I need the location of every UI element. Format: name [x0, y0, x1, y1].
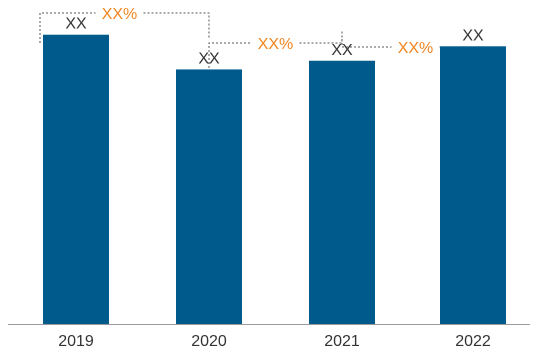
x-tick-label-2019: 2019 [58, 333, 94, 350]
connector-2021-2022-left [341, 39, 392, 48]
bar-2019 [43, 34, 109, 324]
x-tick-label-2022: 2022 [455, 333, 491, 350]
bar-2021 [309, 60, 375, 324]
data-label-2019: XX [65, 16, 87, 33]
x-tick-label-2020: 2020 [191, 333, 227, 350]
data-label-2022: XX [462, 27, 484, 44]
data-label-2020: XX [198, 50, 220, 67]
data-label-2021: XX [331, 42, 353, 59]
bar-2020 [176, 69, 242, 324]
bar-2022 [440, 46, 506, 325]
data-labels: XX XX XX XX [65, 16, 484, 68]
bars [43, 34, 506, 325]
connector-2019-2020-left [39, 12, 96, 43]
connector-2019-2020-right [143, 12, 210, 40]
change-label-2020-2021: XX% [258, 36, 294, 53]
x-tick-label-2021: 2021 [324, 333, 360, 350]
x-tick-labels: 2019 2020 2021 2022 [58, 333, 491, 350]
change-label-2021-2022: XX% [398, 40, 434, 57]
change-label-2019-2020: XX% [102, 6, 138, 23]
connector-2020-2021-left [208, 42, 252, 72]
change-connectors: XX% XX% XX% [39, 6, 474, 72]
